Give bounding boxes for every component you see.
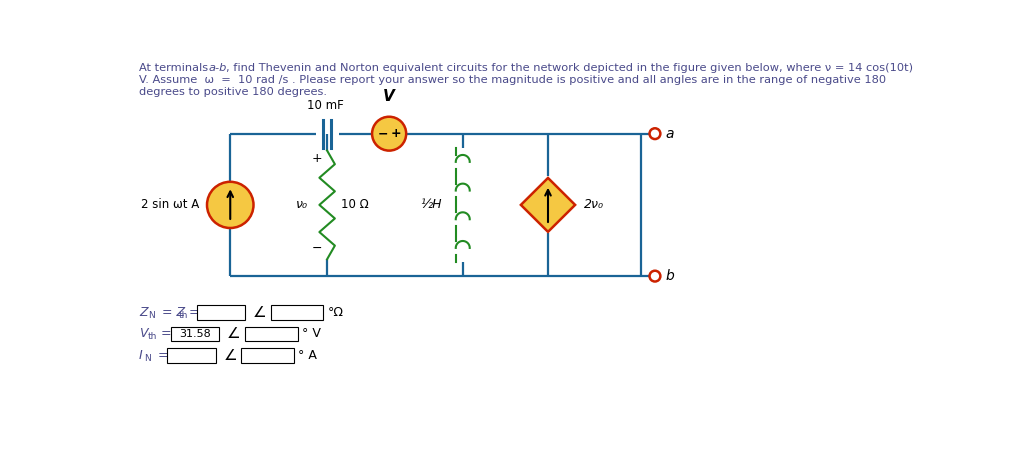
Text: ∠: ∠ (253, 305, 266, 320)
FancyBboxPatch shape (168, 348, 215, 363)
Text: V: V (383, 89, 395, 104)
FancyBboxPatch shape (197, 305, 244, 320)
Text: −: − (378, 127, 388, 140)
Text: ° A: ° A (298, 349, 317, 362)
Text: =: = (185, 306, 200, 319)
Text: b: b (665, 269, 673, 283)
Text: N: N (145, 354, 151, 363)
Text: =: = (157, 328, 172, 340)
Circle shape (372, 117, 406, 150)
Text: 31.58: 31.58 (179, 329, 211, 339)
Text: a: a (665, 127, 673, 141)
Polygon shape (521, 178, 575, 232)
Text: = Z: = Z (157, 306, 184, 319)
Text: , find Thevenin and Norton equivalent circuits for the network depicted in the f: , find Thevenin and Norton equivalent ci… (226, 63, 913, 73)
Text: °Ω: °Ω (328, 306, 344, 319)
Text: th: th (148, 333, 157, 342)
Text: ∠: ∠ (224, 348, 237, 363)
Text: −: − (312, 242, 322, 255)
Text: 10 Ω: 10 Ω (341, 198, 369, 212)
Text: +: + (391, 127, 401, 140)
Text: ∠: ∠ (227, 326, 240, 342)
Text: 2ν₀: 2ν₀ (584, 198, 604, 212)
Text: V. Assume  ω  =  10 rad /s . Please report your answer so the magnitude is posit: V. Assume ω = 10 rad /s . Please report … (139, 75, 886, 85)
Text: ° V: ° V (303, 328, 321, 340)
Text: 2 sin ωt A: 2 sin ωt A (141, 198, 199, 212)
Text: Z: Z (139, 306, 147, 319)
FancyBboxPatch shape (241, 348, 294, 363)
Text: ν₀: ν₀ (295, 198, 308, 212)
Text: a-b: a-b (208, 63, 227, 73)
Text: degrees to positive 180 degrees.: degrees to positive 180 degrees. (139, 87, 326, 97)
Text: I: I (139, 349, 143, 362)
FancyBboxPatch shape (270, 305, 323, 320)
Text: th: th (179, 311, 189, 320)
Text: 10 mF: 10 mF (308, 99, 344, 112)
Text: At terminals: At terminals (139, 63, 211, 73)
Text: +: + (312, 152, 322, 165)
FancyBboxPatch shape (171, 327, 220, 341)
Circle shape (207, 182, 254, 228)
FancyBboxPatch shape (244, 327, 297, 341)
Text: =: = (154, 349, 169, 362)
Text: V: V (139, 328, 147, 340)
Text: ½H: ½H (421, 198, 441, 212)
Text: N: N (148, 311, 154, 320)
